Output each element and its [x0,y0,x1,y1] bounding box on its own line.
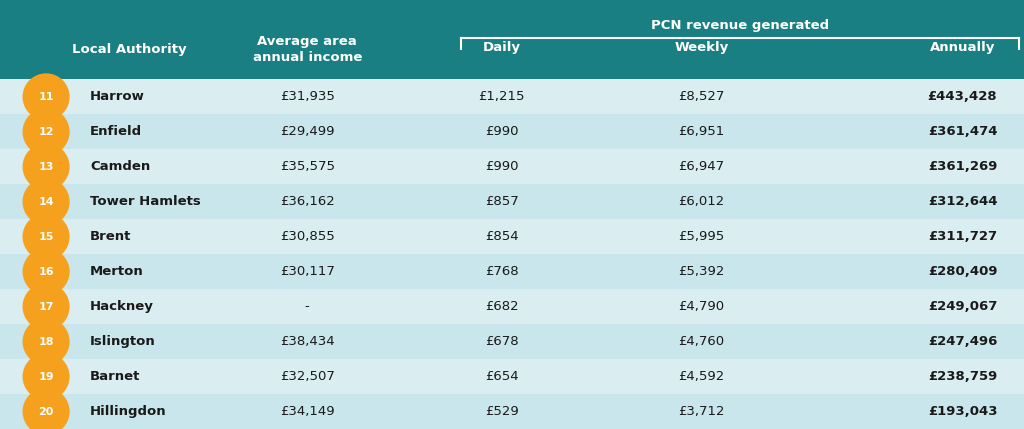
Text: £36,162: £36,162 [280,195,335,208]
Text: £6,012: £6,012 [678,195,725,208]
Bar [0,0,1024,79]
Text: Tower Hamlets: Tower Hamlets [90,195,201,208]
Text: -: - [305,300,309,313]
Bar [0,79,1024,115]
Bar [0,394,1024,429]
Text: Weekly: Weekly [675,41,728,54]
Text: Barnet: Barnet [90,370,140,383]
Text: £312,644: £312,644 [928,195,997,208]
Ellipse shape [23,213,70,260]
Text: £280,409: £280,409 [928,265,997,278]
Text: £38,434: £38,434 [280,335,335,348]
Text: Harrow: Harrow [90,91,145,103]
Text: £4,592: £4,592 [678,370,725,383]
Text: £768: £768 [485,265,518,278]
Text: Camden: Camden [90,160,151,173]
Text: PCN revenue generated: PCN revenue generated [651,18,828,32]
Text: £34,149: £34,149 [280,405,335,418]
Text: 15: 15 [38,232,54,242]
Bar [0,359,1024,394]
Text: Brent: Brent [90,230,131,243]
Text: Hillingdon: Hillingdon [90,405,167,418]
Text: £29,499: £29,499 [280,125,335,138]
Ellipse shape [23,73,70,121]
Ellipse shape [23,318,70,365]
Text: 20: 20 [38,407,54,417]
Text: Daily: Daily [482,41,521,54]
Text: £654: £654 [485,370,518,383]
Text: 16: 16 [38,267,54,277]
Ellipse shape [23,283,70,330]
Text: 18: 18 [38,337,54,347]
Bar [0,254,1024,289]
Ellipse shape [23,388,70,429]
Text: £443,428: £443,428 [928,91,997,103]
Text: £678: £678 [485,335,518,348]
Text: 19: 19 [38,372,54,381]
Ellipse shape [23,248,70,295]
Text: £249,067: £249,067 [928,300,997,313]
Bar [0,289,1024,324]
Bar [0,324,1024,359]
Text: Enfield: Enfield [90,125,142,138]
Text: £311,727: £311,727 [928,230,997,243]
Text: £3,712: £3,712 [678,405,725,418]
Bar [0,219,1024,254]
Text: Average area
annual income: Average area annual income [253,35,361,63]
Text: 14: 14 [38,197,54,207]
Ellipse shape [23,353,70,400]
Text: Merton: Merton [90,265,143,278]
Text: £8,527: £8,527 [678,91,725,103]
Text: £361,269: £361,269 [928,160,997,173]
Text: £5,392: £5,392 [678,265,725,278]
Text: £990: £990 [485,125,518,138]
Text: £32,507: £32,507 [280,370,335,383]
Text: Hackney: Hackney [90,300,154,313]
Text: £30,855: £30,855 [280,230,335,243]
Text: £990: £990 [485,160,518,173]
Text: £361,474: £361,474 [928,125,997,138]
Text: £4,760: £4,760 [678,335,725,348]
Text: £247,496: £247,496 [928,335,997,348]
Text: £682: £682 [485,300,518,313]
Text: £238,759: £238,759 [928,370,997,383]
Text: 17: 17 [38,302,54,311]
Text: 11: 11 [38,92,54,102]
Text: 12: 12 [38,127,54,137]
Text: £854: £854 [485,230,518,243]
Text: Local Authority: Local Authority [72,43,186,56]
Ellipse shape [23,178,70,225]
Ellipse shape [23,108,70,155]
Text: £857: £857 [485,195,518,208]
Text: £30,117: £30,117 [280,265,335,278]
Bar [0,115,1024,149]
Text: £6,947: £6,947 [678,160,725,173]
Bar [0,184,1024,219]
Text: Islington: Islington [90,335,156,348]
Text: £5,995: £5,995 [678,230,725,243]
Ellipse shape [23,143,70,190]
Text: Annually: Annually [930,41,995,54]
Text: £35,575: £35,575 [280,160,335,173]
Text: £1,215: £1,215 [478,91,525,103]
Text: £6,951: £6,951 [678,125,725,138]
Text: £31,935: £31,935 [280,91,335,103]
Bar [0,149,1024,184]
Text: £193,043: £193,043 [928,405,997,418]
Text: £4,790: £4,790 [678,300,725,313]
Text: 13: 13 [38,162,54,172]
Text: £529: £529 [485,405,518,418]
